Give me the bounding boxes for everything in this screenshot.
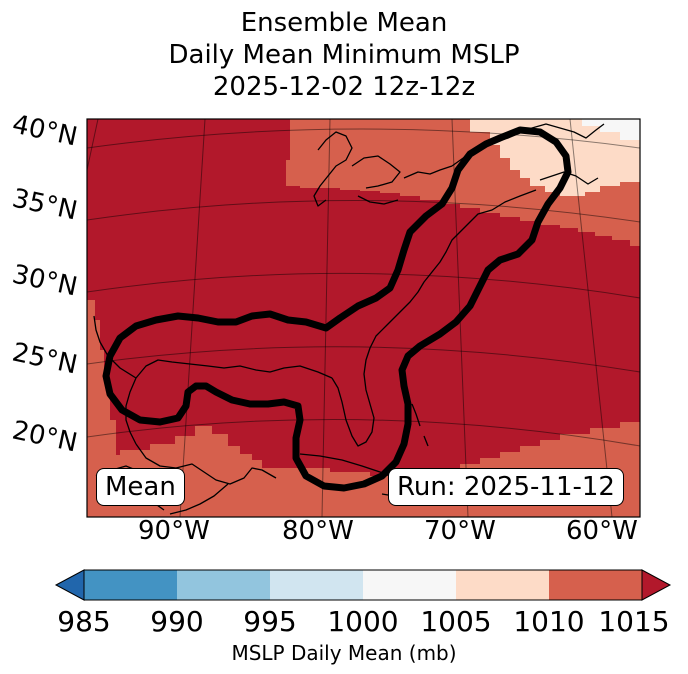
lon-label-90W: 90°W — [138, 516, 210, 546]
colorbar-extend-low — [54, 569, 85, 601]
coastline-great-lakes-3 — [403, 165, 453, 179]
colorbar-tick-1000: 1000 — [327, 605, 399, 638]
colorbar-tick-1005: 1005 — [420, 605, 492, 638]
coastline-great-lakes-4 — [357, 195, 399, 205]
lat-line-35N — [87, 200, 640, 223]
coastline-bahamas — [411, 403, 429, 447]
fill-region-1005-1010-west — [87, 300, 116, 455]
coastline-great-lakes-2 — [351, 155, 401, 189]
coastline-east-us — [331, 189, 537, 447]
badge-run-date: Run: 2025-11-12 — [388, 468, 624, 506]
colorbar-seg-995-1000 — [270, 570, 363, 600]
colorbar-label: MSLP Daily Mean (mb) — [231, 641, 457, 665]
coastline-mexico — [135, 443, 277, 485]
ensemble-outline-polygon — [102, 126, 572, 492]
colorbar-tick-1010: 1010 — [513, 605, 585, 638]
title-line-1: Ensemble Mean — [240, 8, 448, 38]
colorbar-extend-high — [641, 569, 672, 601]
lat-line-30N — [87, 272, 640, 299]
colorbar-tick-995: 995 — [243, 605, 297, 638]
lon-line-60W — [569, 119, 613, 517]
colorbar-tick-990: 990 — [150, 605, 204, 638]
colorbar-seg-990-995 — [177, 570, 270, 600]
fill-region-995-1000 — [582, 119, 640, 140]
title-line-2: Daily Mean Minimum MSLP — [168, 40, 520, 70]
title-line-3: 2025-12-02 12z-12z — [212, 72, 476, 102]
colorbar — [54, 569, 672, 601]
coastline-texas-west — [93, 315, 137, 379]
colorbar-seg-1005-1010 — [456, 570, 549, 600]
fill-region-1000-1005 — [470, 119, 640, 196]
colorbar-frame — [83, 569, 643, 601]
lat-line-25N — [87, 346, 640, 373]
colorbar-seg-1010-1015 — [549, 570, 642, 600]
coastline-great-lakes-1 — [313, 131, 353, 207]
lon-line-100W — [87, 119, 99, 171]
colorbar-tick-985: 985 — [57, 605, 111, 638]
lat-line-20N — [87, 419, 640, 447]
lon-label-70W: 70°W — [424, 516, 496, 546]
lon-line-80W — [321, 119, 331, 517]
coastline-yucatan — [169, 483, 229, 515]
colorbar-seg-985-990 — [84, 570, 177, 600]
colorbar-seg-1000-1005 — [363, 570, 456, 600]
lon-label-80W: 80°W — [282, 516, 354, 546]
lon-label-60W: 60°W — [566, 516, 638, 546]
badge-mean: Mean — [96, 468, 185, 506]
lat-line-40N — [87, 128, 640, 149]
coastline-gulf — [125, 359, 333, 445]
map-frame — [86, 118, 641, 518]
colorbar-tick-1015: 1015 — [598, 605, 670, 638]
